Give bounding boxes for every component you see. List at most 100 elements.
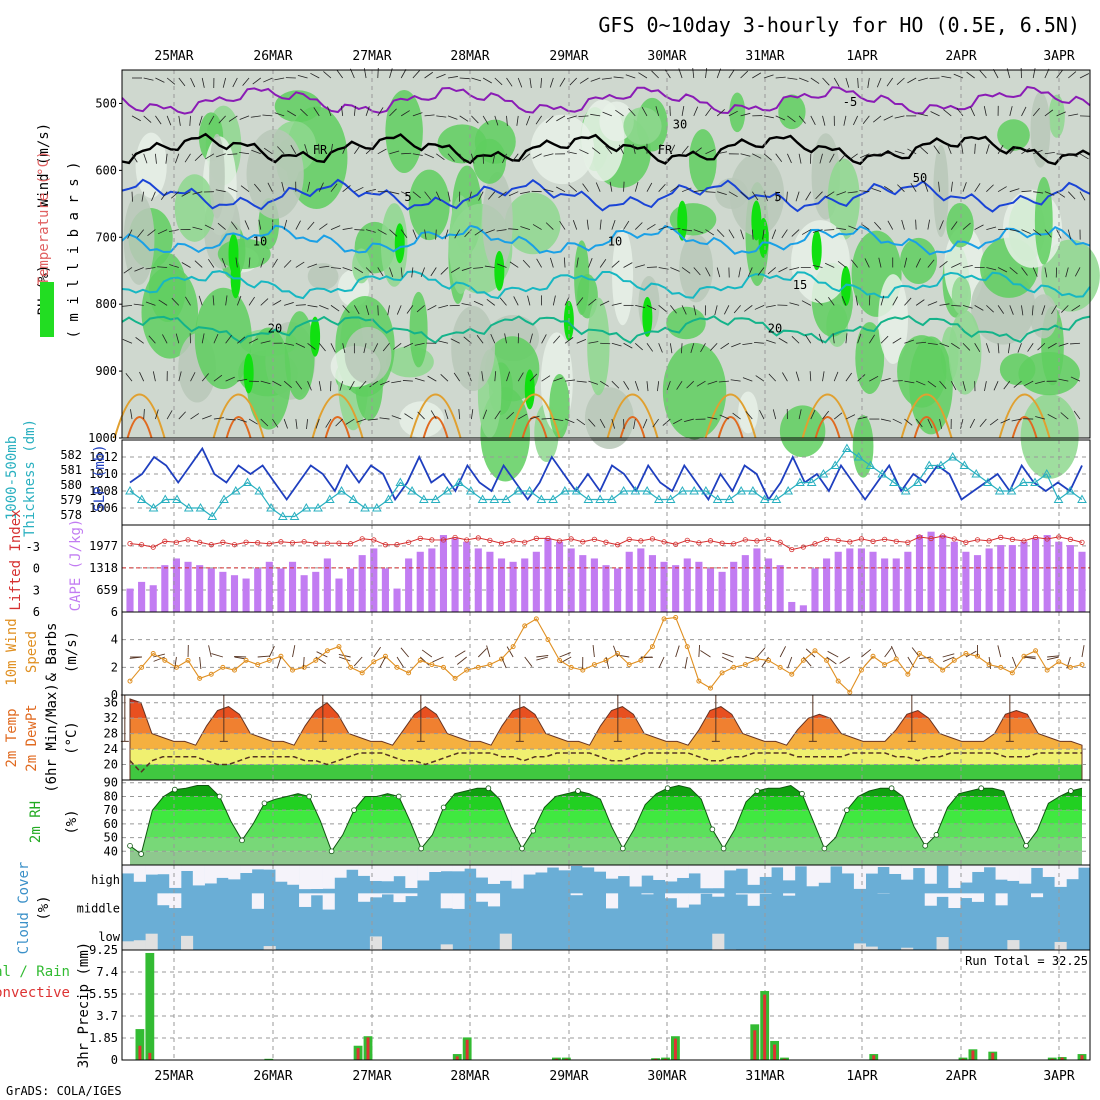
wind-barb: [239, 152, 250, 155]
wind-barb: [705, 267, 711, 277]
wind-barb: [927, 418, 933, 429]
wind-barb: [623, 262, 633, 268]
wind-barb: [652, 418, 659, 428]
wind-barb: [211, 653, 224, 658]
y-tick-left: 581: [60, 463, 82, 477]
slp-point: [219, 494, 229, 503]
cape-bar: [1008, 545, 1016, 612]
wind-barb: [670, 305, 677, 314]
wind-barb: [568, 184, 578, 192]
cloud-high-gap: [216, 865, 229, 878]
wind-barb: [522, 153, 531, 161]
wind-barb: [190, 77, 196, 88]
rh-point: [239, 837, 245, 844]
wind-barb: [438, 304, 449, 309]
wind-barb: [763, 153, 772, 161]
li-point: [951, 536, 957, 542]
cloud-high-gap: [724, 865, 737, 871]
wind-barb: [878, 257, 882, 268]
y-tick-label: 9.25: [89, 943, 118, 957]
y-tick-label: 60: [104, 817, 118, 831]
wind-barb: [263, 147, 273, 155]
wind-barb: [939, 342, 950, 348]
cloud-low-gap: [853, 943, 867, 950]
wind-barb: [430, 410, 437, 420]
wind-barb: [400, 229, 408, 238]
wind-barb: [803, 656, 812, 667]
wind-barb: [545, 222, 554, 230]
wind-barb: [420, 267, 425, 278]
wind-barb: [205, 153, 215, 160]
cape-bar: [881, 558, 889, 612]
cloud-high-gap: [688, 865, 701, 874]
slp-point: [912, 477, 923, 486]
date-label-top: 28MAR: [450, 49, 489, 64]
wind-barb: [406, 305, 414, 314]
wind-barb: [230, 221, 238, 230]
wind-barb: [833, 371, 839, 382]
wind-barb: [974, 224, 984, 230]
wind-barb: [1032, 267, 1038, 277]
wind-barb: [582, 183, 589, 192]
cloud-mid-gap: [405, 893, 418, 897]
wind-barb: [920, 146, 929, 155]
slp-point: [865, 460, 876, 469]
wind-barb: [401, 191, 411, 197]
isotherm-30: [324, 416, 351, 439]
wind-barb: [827, 650, 839, 658]
wind-barb: [997, 186, 1007, 193]
precip-convective-bar: [1050, 1058, 1054, 1060]
precip-convective-bar: [753, 1030, 757, 1060]
wind-barb: [1056, 229, 1062, 239]
rh-patch: [933, 144, 949, 238]
wind-barb: [424, 191, 432, 200]
slp-point: [818, 468, 829, 478]
wind-barb: [131, 115, 141, 122]
wind-barb: [517, 77, 523, 88]
cloud-mid-gap: [783, 893, 796, 896]
isotherm-30: [913, 416, 940, 439]
isotherm-30: [619, 416, 646, 439]
series-line: [129, 447, 1083, 518]
cloud-high-gap: [299, 865, 312, 890]
wind-barb: [812, 229, 823, 233]
wind-barb: [824, 229, 835, 231]
wind-barb: [134, 267, 144, 272]
wind-barb: [342, 267, 353, 272]
wind-barb: [237, 418, 247, 423]
precip-frame: [121, 949, 1091, 1061]
wind-barb: [744, 305, 753, 312]
wind-barb: [318, 182, 324, 192]
wind-barb: [1058, 342, 1069, 347]
cloud-mid-gap: [487, 893, 501, 907]
wind-barb: [789, 267, 800, 271]
wind-barb: [927, 259, 935, 268]
cape-bar: [973, 555, 982, 612]
contour-label: 50: [913, 171, 927, 185]
cloud-high-gap: [924, 865, 937, 884]
precip-convective-bar: [1060, 1057, 1064, 1060]
wind-barb: [950, 221, 958, 230]
wind-barb: [924, 182, 929, 192]
wind-barb: [1044, 191, 1055, 196]
wind-barb: [1058, 378, 1069, 382]
wind-barb: [248, 257, 251, 268]
wind-barb: [655, 106, 660, 117]
cloud-mid-gap: [393, 893, 406, 903]
wind-barb: [588, 298, 597, 306]
wind-barb: [367, 418, 378, 421]
wind-barb: [189, 115, 191, 126]
wind-barb: [248, 418, 258, 425]
wind-barb: [904, 339, 915, 344]
wind-barb: [151, 191, 156, 202]
wind-barb: [260, 380, 271, 385]
wind-barb: [849, 153, 858, 160]
precip-convective-bar: [554, 1058, 558, 1060]
cloud-mid-gap: [381, 893, 394, 895]
wind-barb: [484, 265, 495, 268]
wind-barb: [330, 305, 340, 312]
wind-barb: [871, 153, 882, 156]
wind-barb: [761, 656, 769, 668]
wind-barb: [962, 222, 971, 230]
